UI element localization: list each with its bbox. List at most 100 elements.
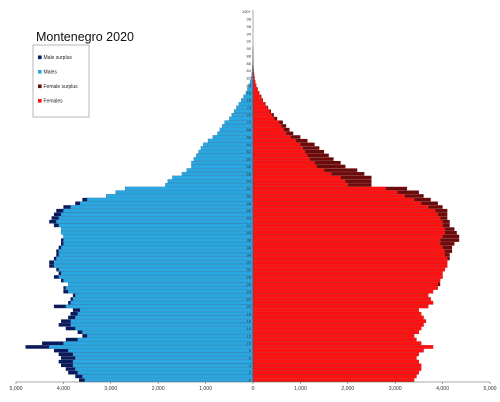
female-surplus-bar xyxy=(447,256,450,261)
male-surplus-bar xyxy=(49,260,54,264)
male-surplus-bar xyxy=(68,370,78,375)
age-tick-label: 88 xyxy=(247,53,252,58)
female-surplus-bar xyxy=(324,168,358,172)
age-tick-label: 92 xyxy=(247,39,252,44)
male-bar xyxy=(68,348,254,353)
age-tick-label: 8 xyxy=(249,348,252,353)
age-tick-label: 66 xyxy=(247,134,252,139)
male-bar xyxy=(251,76,254,80)
male-surplus-bar xyxy=(53,223,59,228)
female-bar xyxy=(252,289,434,294)
age-tick-label: 20 xyxy=(247,304,252,309)
age-tick-label: 58 xyxy=(247,164,252,169)
female-bar xyxy=(252,249,446,254)
age-tick-label: 50 xyxy=(247,193,252,198)
age-tick-label: 84 xyxy=(247,68,252,73)
legend-box xyxy=(32,44,90,118)
female-surplus-bar xyxy=(305,149,325,154)
female-bar xyxy=(252,326,422,331)
female-bar xyxy=(252,124,282,128)
male-bar xyxy=(63,234,254,239)
female-bar xyxy=(252,179,346,184)
female-surplus-bar xyxy=(440,238,460,242)
age-tick-label: 32 xyxy=(247,260,252,265)
female-surplus-bar xyxy=(295,138,308,143)
chart-title: Montenegro 2020 xyxy=(36,30,134,44)
female-surplus-bar xyxy=(437,212,448,217)
female-bar xyxy=(252,223,443,228)
female-bar xyxy=(252,282,438,287)
female-bar xyxy=(252,352,419,357)
age-tick-label: 54 xyxy=(247,179,252,184)
legend-swatch xyxy=(38,84,42,89)
age-tick-label: 26 xyxy=(247,282,252,287)
female-bar xyxy=(252,286,438,290)
male-surplus-bar xyxy=(56,208,64,213)
age-tick-label: 56 xyxy=(247,171,252,176)
female-bar xyxy=(252,102,265,106)
age-tick-label: 82 xyxy=(247,76,252,81)
female-bar xyxy=(252,278,441,283)
male-bar xyxy=(65,304,254,309)
male-bar xyxy=(77,370,254,375)
female-surplus-bar xyxy=(444,249,453,253)
female-bar xyxy=(252,230,446,235)
male-surplus-bar xyxy=(58,271,62,276)
age-tick-label: 76 xyxy=(247,98,252,103)
female-bar xyxy=(252,116,275,121)
age-tick-label: 80 xyxy=(247,83,252,88)
female-bar xyxy=(252,227,446,231)
male-surplus-bar xyxy=(79,378,85,382)
axes-layer: 5,000 4,000 3,000 2,000 1,000 0 1,000 2,000 3,00… xyxy=(10,9,497,392)
male-bar xyxy=(200,146,254,150)
female-bar xyxy=(252,131,287,136)
female-bar xyxy=(252,149,306,154)
female-bar xyxy=(252,186,386,191)
male-surplus-bar xyxy=(63,205,71,209)
female-bar xyxy=(252,311,422,316)
female-bar xyxy=(252,378,415,382)
age-tick-label: 16 xyxy=(247,319,252,324)
female-surplus-bar xyxy=(442,223,450,228)
female-bar xyxy=(252,160,315,165)
male-surplus-bar xyxy=(75,374,83,379)
female-bar xyxy=(252,304,429,309)
female-bar xyxy=(252,256,448,261)
female-bar xyxy=(252,260,448,265)
male-bar xyxy=(196,153,254,158)
male-surplus-bar xyxy=(63,289,69,294)
female-bar xyxy=(252,197,415,202)
female-bar xyxy=(252,142,301,147)
age-tick-label: 2 xyxy=(249,370,252,375)
male-bar xyxy=(77,311,254,316)
male-surplus-bar xyxy=(61,319,71,323)
age-tick-label: 98 xyxy=(247,17,252,22)
legend: Male surplus Males Female surplus Females xyxy=(32,44,90,118)
female-surplus-bar xyxy=(286,131,294,136)
age-tick-label: 52 xyxy=(247,186,252,191)
age-tick-label: 42 xyxy=(247,223,252,228)
male-surplus-bar xyxy=(53,256,57,261)
male-bar xyxy=(53,264,254,268)
female-bar xyxy=(252,367,422,371)
male-bar xyxy=(58,275,254,279)
male-bar xyxy=(191,164,254,169)
male-surplus-bar xyxy=(65,326,76,331)
female-bar xyxy=(252,87,258,91)
female-bar xyxy=(252,208,436,213)
female-bar xyxy=(252,216,441,220)
legend-label: Females xyxy=(44,99,64,105)
female-bar xyxy=(252,315,424,320)
x-tick-label: 5,000 xyxy=(484,386,497,392)
male-bar xyxy=(53,260,254,265)
female-bar xyxy=(252,105,268,110)
female-bar xyxy=(252,253,446,257)
female-surplus-bar xyxy=(404,194,424,198)
female-bar xyxy=(252,157,310,161)
age-tick-label: 70 xyxy=(247,120,252,125)
x-tick-label: 2,000 xyxy=(152,386,165,392)
female-bar xyxy=(252,190,398,195)
age-tick-label: 40 xyxy=(247,230,252,235)
male-surplus-bar xyxy=(61,238,64,242)
